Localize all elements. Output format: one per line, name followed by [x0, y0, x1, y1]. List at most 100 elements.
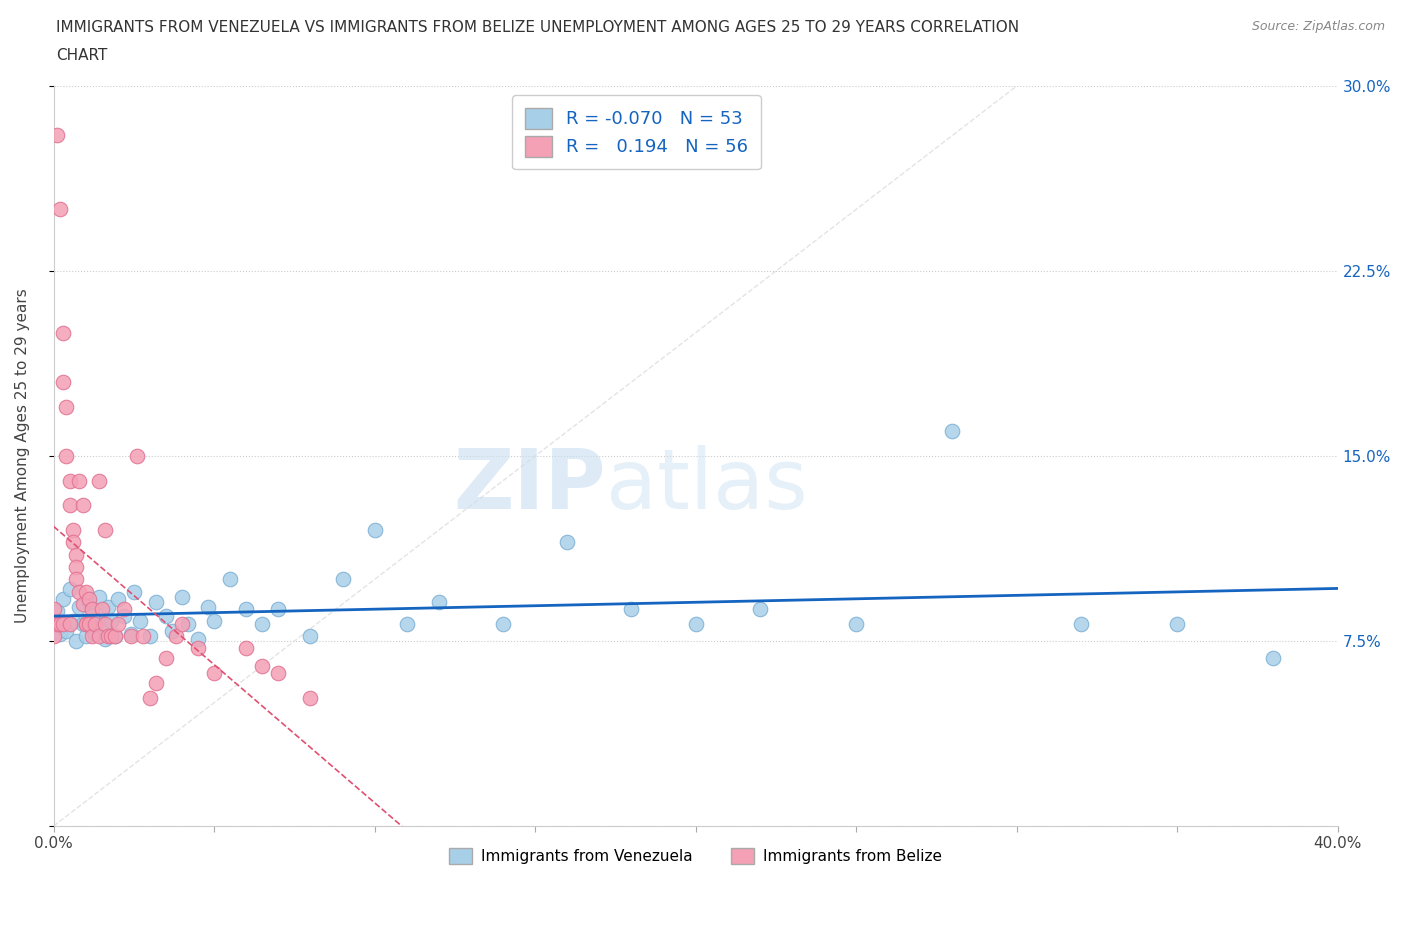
- Point: [104, 629, 127, 644]
- Point: [90, 617, 112, 631]
- Point: [77, 591, 100, 606]
- Point: [155, 609, 177, 624]
- Point: [82, 629, 104, 644]
- Point: [55, 399, 77, 414]
- Point: [72, 498, 94, 512]
- Point: [107, 617, 129, 631]
- Point: [94, 523, 117, 538]
- Point: [145, 594, 167, 609]
- Point: [42, 629, 65, 644]
- Point: [65, 547, 87, 562]
- Point: [165, 629, 187, 644]
- Point: [84, 617, 107, 631]
- Point: [112, 609, 135, 624]
- Text: Source: ZipAtlas.com: Source: ZipAtlas.com: [1251, 20, 1385, 33]
- Point: [87, 629, 110, 644]
- Point: [187, 641, 209, 656]
- Point: [112, 602, 135, 617]
- Point: [97, 629, 120, 644]
- Point: [94, 631, 117, 646]
- Point: [75, 617, 97, 631]
- Point: [42, 602, 65, 617]
- Point: [72, 597, 94, 612]
- Point: [620, 602, 643, 617]
- Point: [75, 584, 97, 599]
- Point: [252, 658, 274, 673]
- Point: [155, 651, 177, 666]
- Point: [197, 599, 219, 614]
- Point: [52, 617, 75, 631]
- Point: [202, 666, 225, 681]
- Point: [219, 572, 242, 587]
- Point: [125, 448, 148, 463]
- Point: [87, 590, 110, 604]
- Text: atlas: atlas: [606, 445, 807, 526]
- Point: [42, 614, 65, 629]
- Point: [52, 591, 75, 606]
- Point: [67, 584, 90, 599]
- Point: [170, 617, 193, 631]
- Point: [267, 602, 290, 617]
- Point: [235, 641, 257, 656]
- Point: [427, 594, 450, 609]
- Point: [129, 614, 152, 629]
- Point: [132, 629, 155, 644]
- Text: IMMIGRANTS FROM VENEZUELA VS IMMIGRANTS FROM BELIZE UNEMPLOYMENT AMONG AGES 25 T: IMMIGRANTS FROM VENEZUELA VS IMMIGRANTS …: [56, 20, 1019, 35]
- Point: [685, 617, 707, 631]
- Point: [59, 582, 82, 597]
- Point: [94, 617, 117, 631]
- Point: [72, 617, 94, 631]
- Point: [748, 602, 770, 617]
- Point: [90, 602, 112, 617]
- Point: [120, 629, 142, 644]
- Y-axis label: Unemployment Among Ages 25 to 29 years: Unemployment Among Ages 25 to 29 years: [15, 288, 30, 623]
- Point: [122, 584, 145, 599]
- Point: [162, 624, 184, 639]
- Point: [120, 626, 142, 641]
- Point: [87, 473, 110, 488]
- Point: [49, 626, 72, 641]
- Point: [170, 590, 193, 604]
- Point: [139, 690, 162, 705]
- Point: [104, 629, 127, 644]
- Point: [75, 617, 97, 631]
- Point: [492, 617, 515, 631]
- Point: [1263, 651, 1285, 666]
- Text: CHART: CHART: [56, 48, 108, 63]
- Point: [252, 617, 274, 631]
- Point: [100, 614, 122, 629]
- Point: [97, 599, 120, 614]
- Point: [52, 326, 75, 340]
- Point: [49, 617, 72, 631]
- Point: [139, 629, 162, 644]
- Point: [67, 599, 90, 614]
- Point: [45, 604, 67, 618]
- Point: [49, 202, 72, 217]
- Point: [1070, 617, 1092, 631]
- Point: [65, 560, 87, 575]
- Point: [107, 591, 129, 606]
- Legend: Immigrants from Venezuela, Immigrants from Belize: Immigrants from Venezuela, Immigrants fr…: [443, 842, 948, 870]
- Point: [299, 629, 322, 644]
- Point: [67, 473, 90, 488]
- Point: [363, 523, 385, 538]
- Point: [941, 424, 963, 439]
- Point: [77, 617, 100, 631]
- Point: [55, 624, 77, 639]
- Point: [52, 375, 75, 390]
- Point: [267, 666, 290, 681]
- Point: [395, 617, 418, 631]
- Point: [55, 448, 77, 463]
- Point: [65, 572, 87, 587]
- Point: [202, 614, 225, 629]
- Point: [59, 617, 82, 631]
- Point: [42, 614, 65, 629]
- Point: [177, 617, 200, 631]
- Point: [332, 572, 354, 587]
- Point: [1166, 617, 1188, 631]
- Point: [75, 629, 97, 644]
- Point: [45, 128, 67, 143]
- Point: [145, 675, 167, 690]
- Point: [62, 614, 84, 629]
- Point: [82, 602, 104, 617]
